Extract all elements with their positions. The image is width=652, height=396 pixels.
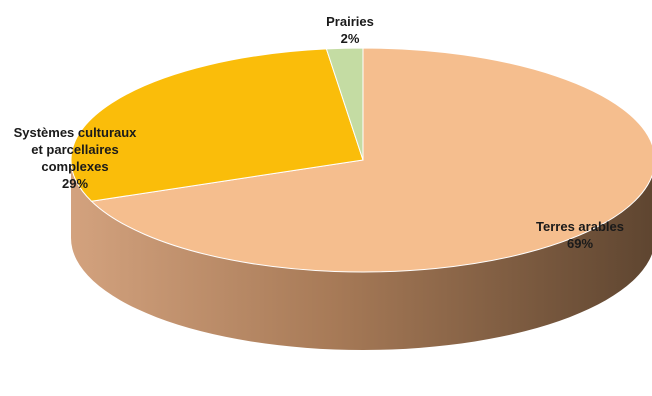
label-systemes-line3: complexes xyxy=(41,159,109,174)
label-systemes-line2: et parcellaires xyxy=(31,142,119,157)
label-terres-pct: 69% xyxy=(566,236,594,251)
label-terres-name: Terres arables xyxy=(536,219,624,234)
slice-label-terres-arables: Terres arables 69% xyxy=(520,218,640,252)
pie-slice-syst-mes-culturaux-et-parcellaires-complexes xyxy=(70,48,364,202)
label-systemes-line1: Systèmes culturaux xyxy=(13,125,137,140)
label-prairies-name: Prairies xyxy=(326,14,374,29)
slice-label-prairies: Prairies 2% xyxy=(305,13,395,47)
pie-slice-prairies xyxy=(325,47,364,161)
label-systemes-pct: 29% xyxy=(61,176,89,191)
label-prairies-pct: 2% xyxy=(340,31,360,46)
pie-side-wall xyxy=(71,160,652,350)
slice-label-systemes: Systèmes culturaux et parcellaires compl… xyxy=(0,124,150,192)
pie-slice-terres-arables xyxy=(90,47,652,273)
